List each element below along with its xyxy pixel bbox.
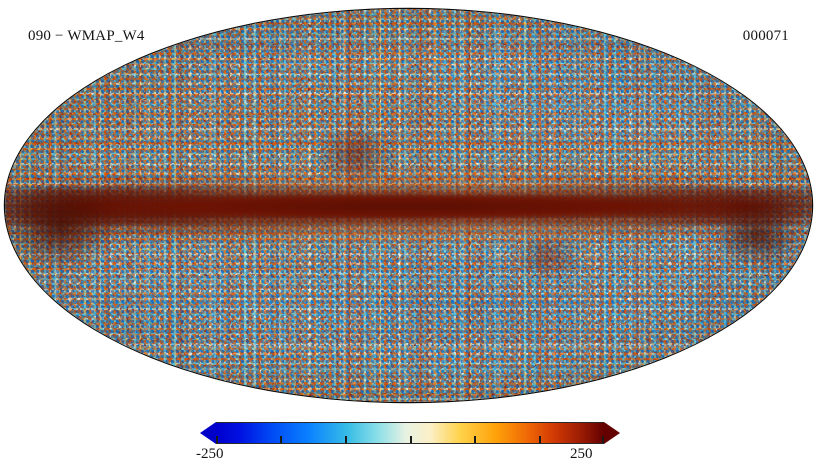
colorbar-tick xyxy=(410,436,412,443)
colorbar-gradient xyxy=(216,423,604,443)
map-vignette xyxy=(5,9,812,402)
colorbar xyxy=(200,422,620,444)
colorbar-min-label: -250 xyxy=(196,446,224,462)
mollweide-ellipse xyxy=(5,9,812,402)
colorbar-body xyxy=(216,422,604,444)
colorbar-tick xyxy=(602,436,604,443)
colorbar-tick xyxy=(539,436,541,443)
colorbar-overflow-arrow-icon xyxy=(604,422,620,444)
colorbar-tick xyxy=(216,436,218,443)
colorbar-underflow-arrow-icon xyxy=(200,422,216,444)
colorbar-tick xyxy=(474,436,476,443)
colorbar-tick xyxy=(280,436,282,443)
sky-map xyxy=(5,9,812,402)
bright-source-knots xyxy=(5,9,812,402)
colorbar-max-label: 250 xyxy=(570,446,593,462)
colorbar-tick xyxy=(345,436,347,443)
